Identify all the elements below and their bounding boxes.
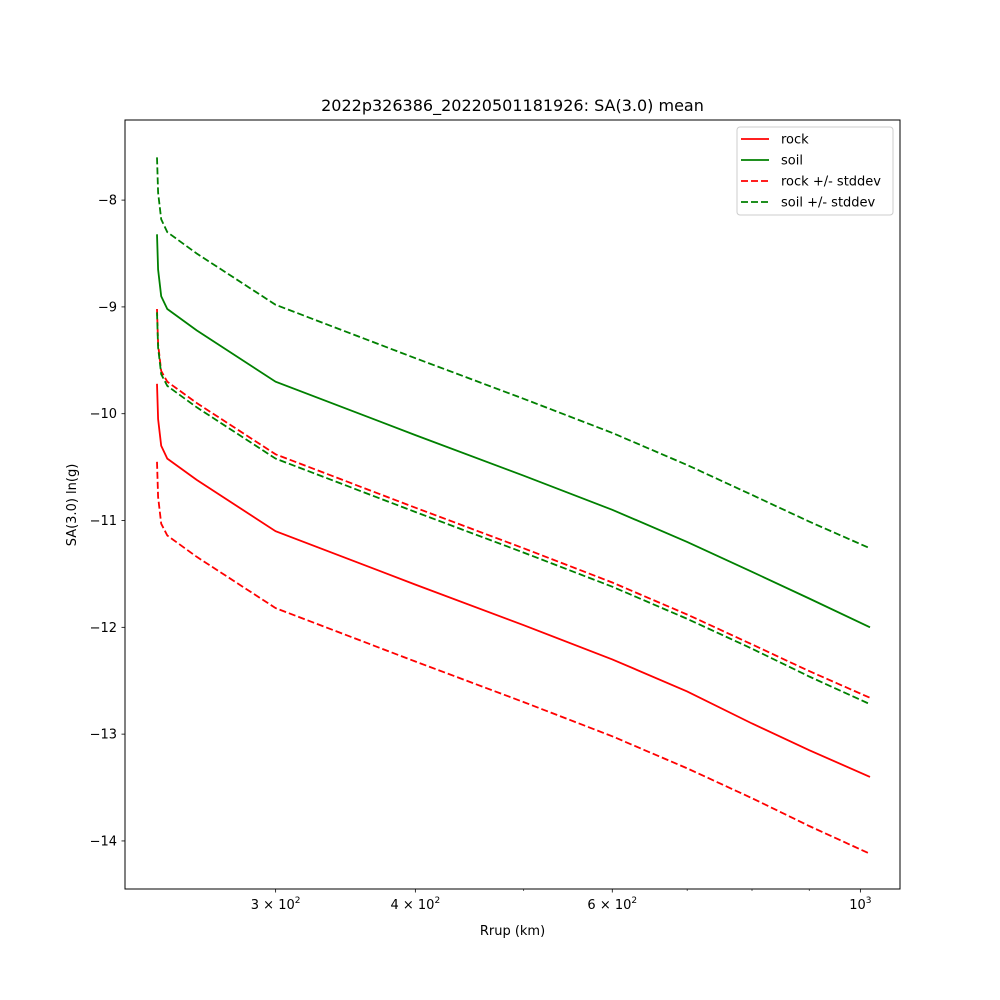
x-tick-label: 4 × 102 (390, 896, 440, 913)
plot-frame (124, 119, 901, 890)
x-tick-label: 103 (849, 896, 871, 913)
series-line-0 (156, 383, 871, 778)
x-axis-label: Rrup (km) (480, 924, 545, 939)
x-tick-label-base: 3 × 10 (251, 898, 295, 913)
y-tick-label: −13 (90, 728, 117, 743)
y-tick-label: −12 (90, 621, 117, 636)
y-axis: −8 −9 −10 −11 −12 −13 −14 (90, 194, 125, 849)
x-tick-label-exponent: 2 (295, 896, 301, 906)
series-line-2 (156, 308, 871, 699)
series-line-1 (156, 234, 871, 629)
x-tick-label: 6 × 102 (587, 896, 637, 913)
series-layer (156, 157, 871, 855)
x-tick-label-base: 10 (849, 898, 866, 913)
x-tick-label: 3 × 102 (251, 896, 301, 913)
legend-label: soil +/- stddev (781, 196, 876, 211)
y-tick-label: −10 (90, 407, 117, 422)
legend-label: rock (781, 133, 809, 148)
x-tick-label-exponent: 3 (866, 896, 872, 906)
legend-label: soil (781, 154, 803, 169)
y-tick-label: −8 (98, 194, 117, 209)
x-tick-label-base: 6 × 10 (587, 898, 631, 913)
x-tick-label-exponent: 2 (631, 896, 637, 906)
x-tick-label-base: 4 × 10 (390, 898, 434, 913)
y-tick-label: −9 (98, 300, 117, 315)
x-axis: 3 × 102 4 × 102 6 × 102 103 (251, 889, 872, 913)
y-axis-label: SA(3.0) ln(g) (65, 464, 80, 547)
plot-area (125, 120, 900, 889)
legend-box (736, 126, 894, 216)
series-line-4 (156, 157, 871, 550)
series-line-3 (156, 461, 871, 855)
series-line-5 (156, 312, 871, 706)
x-tick-label-exponent: 2 (434, 896, 440, 906)
legend-label: rock +/- stddev (781, 175, 881, 190)
y-tick-label: −11 (90, 514, 117, 529)
chart-title: 2022p326386_20220501181926: SA(3.0) mean (321, 96, 704, 116)
y-tick-label: −14 (90, 834, 117, 849)
legend: rock soil rock +/- stddev soil +/- stddev (736, 126, 894, 216)
